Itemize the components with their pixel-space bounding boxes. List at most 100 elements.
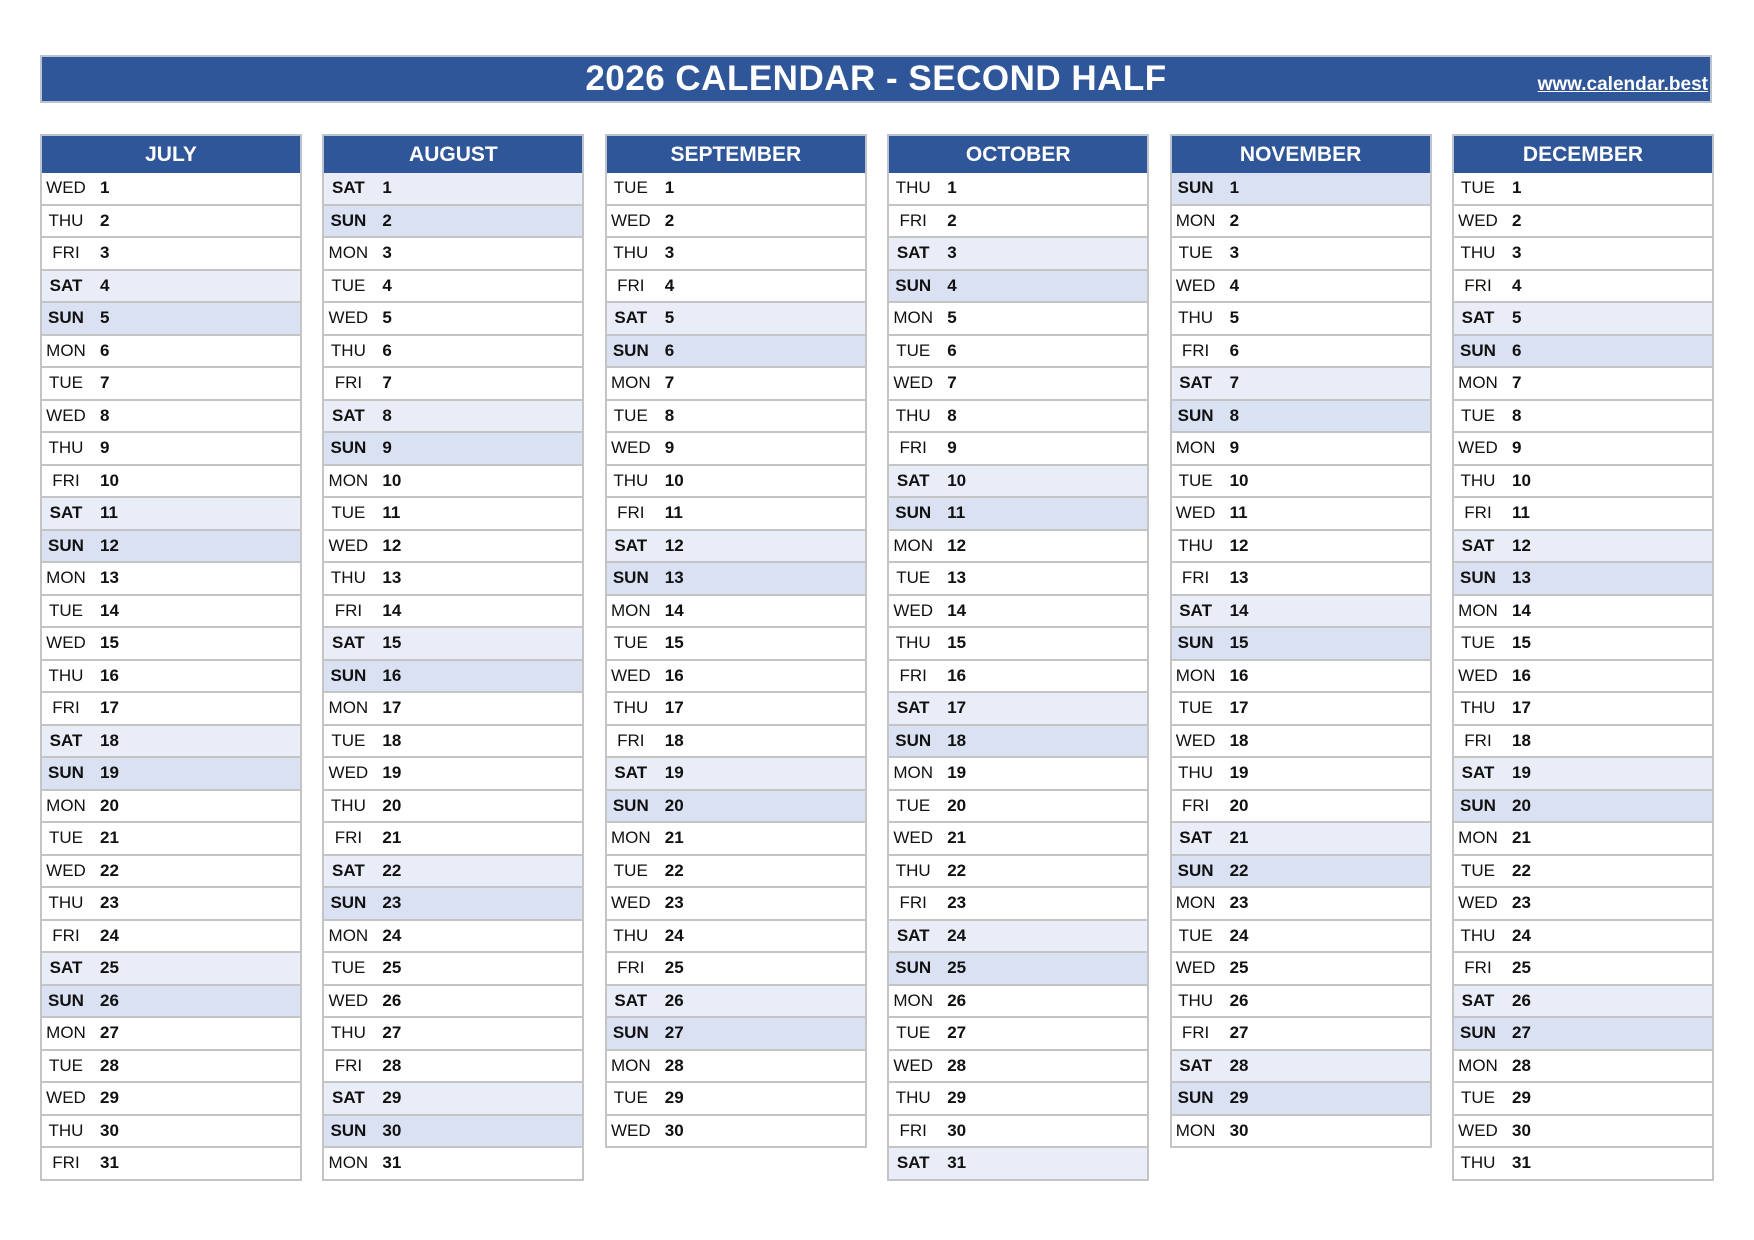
- month-september: SEPTEMBER TUE 1 WED 2 THU 3 FRI 4 SAT 5 SUN 6 MON 7 TUE…: [604, 134, 867, 1148]
- weekday-label: MON: [893, 763, 934, 783]
- day-row: SUN 4: [887, 270, 1150, 303]
- weekday-label: TUE: [49, 1055, 83, 1075]
- weekday-label: FRI: [1464, 730, 1492, 750]
- day-number: 26: [382, 990, 402, 1010]
- weekday-label: WED: [610, 438, 651, 458]
- day-number: 11: [664, 503, 683, 523]
- day-row: THU 16: [40, 660, 302, 693]
- day-number: 8: [947, 405, 957, 425]
- day-number: 10: [947, 470, 967, 490]
- weekday-label: SAT: [1179, 373, 1212, 393]
- day-number: 14: [100, 600, 119, 620]
- weekday-label: WED: [46, 178, 86, 198]
- day-number: 10: [100, 470, 119, 490]
- day-row: THU 23: [40, 888, 302, 921]
- day-row: TUE 14: [40, 595, 302, 628]
- day-number: 27: [1512, 1023, 1531, 1043]
- day-number: 25: [664, 958, 684, 978]
- weekday-label: TUE: [896, 1023, 931, 1043]
- day-row: SUN 16: [322, 660, 585, 693]
- weekday-label: MON: [328, 1153, 369, 1173]
- weekday-label: FRI: [1464, 503, 1492, 523]
- day-number: 12: [100, 535, 119, 555]
- month-header: DECEMBER: [1452, 134, 1714, 173]
- day-row: WED 25: [1169, 953, 1432, 986]
- weekday-label: MON: [46, 1023, 86, 1043]
- weekday-label: THU: [1460, 698, 1496, 718]
- day-number: 16: [382, 665, 402, 685]
- day-row: WED 15: [40, 628, 302, 661]
- day-number: 8: [664, 405, 675, 425]
- day-number: 4: [664, 275, 675, 295]
- weekday-label: FRI: [1181, 1023, 1210, 1043]
- day-row: TUE 22: [1452, 855, 1714, 888]
- day-row: THU 17: [1452, 693, 1714, 726]
- weekday-label: WED: [1175, 503, 1216, 523]
- day-row: SUN 19: [40, 758, 302, 791]
- day-number: 15: [1229, 633, 1249, 653]
- day-number: 30: [1512, 1120, 1531, 1140]
- day-row: THU 17: [604, 693, 867, 726]
- day-row: SAT 18: [40, 725, 302, 758]
- page-title: 2026 CALENDAR - SECOND HALF: [585, 59, 1167, 98]
- weekday-label: SUN: [330, 893, 367, 913]
- day-row: WED 21: [887, 823, 1150, 856]
- day-number: 5: [1512, 308, 1522, 328]
- weekday-label: WED: [1458, 665, 1498, 685]
- day-number: 31: [100, 1153, 119, 1173]
- day-row: WED 9: [1452, 433, 1714, 466]
- day-row: SAT 12: [604, 530, 867, 563]
- day-row: FRI 18: [604, 725, 867, 758]
- day-row: MON 26: [887, 985, 1150, 1018]
- day-row: FRI 17: [40, 693, 302, 726]
- day-row: SUN 30: [322, 1115, 585, 1148]
- day-number: 22: [947, 860, 967, 880]
- weekday-label: FRI: [1464, 275, 1492, 295]
- day-number: 9: [664, 438, 675, 458]
- day-number: 22: [1512, 860, 1531, 880]
- day-number: 2: [1229, 210, 1240, 230]
- day-number: 19: [100, 763, 119, 783]
- day-number: 24: [1229, 925, 1249, 945]
- day-number: 25: [1229, 958, 1249, 978]
- weekday-label: SAT: [49, 503, 83, 523]
- day-number: 5: [100, 308, 110, 328]
- day-row: THU 22: [887, 855, 1150, 888]
- weekday-label: SAT: [614, 535, 648, 555]
- day-row: SUN 13: [604, 563, 867, 596]
- weekday-label: FRI: [899, 893, 927, 913]
- day-number: 14: [382, 600, 402, 620]
- day-row: WED 16: [1452, 660, 1714, 693]
- weekday-label: SAT: [49, 730, 83, 750]
- weekday-label: WED: [46, 633, 86, 653]
- day-row: MON 5: [887, 303, 1150, 336]
- day-row: FRI 6: [1169, 335, 1432, 368]
- day-number: 15: [382, 633, 402, 653]
- day-number: 4: [1229, 275, 1240, 295]
- day-row: WED 23: [604, 888, 867, 921]
- website-link[interactable]: www.calendar.best: [1537, 74, 1708, 95]
- weekday-label: SUN: [895, 958, 932, 978]
- day-number: 21: [1512, 828, 1531, 848]
- day-number: 11: [1512, 503, 1530, 523]
- day-number: 20: [947, 795, 967, 815]
- day-number: 13: [100, 568, 119, 588]
- day-number: 26: [947, 990, 967, 1010]
- month-december: DECEMBER TUE 1 WED 2 THU 3 FRI 4 SAT 5 SUN 6 MON 7 TUE 8…: [1452, 134, 1714, 1181]
- weekday-label: TUE: [49, 828, 83, 848]
- weekday-label: FRI: [899, 665, 927, 685]
- month-august: AUGUST SAT 1 SUN 2 MON 3 TUE 4 WED 5 THU 6 FRI 7 SAT 8 SU…: [322, 134, 585, 1181]
- day-row: WED 9: [604, 433, 867, 466]
- weekday-label: MON: [46, 568, 86, 588]
- day-row: MON 24: [322, 920, 585, 953]
- weekday-label: FRI: [334, 828, 363, 848]
- weekday-label: THU: [613, 698, 649, 718]
- day-row: FRI 11: [604, 498, 867, 531]
- weekday-label: MON: [46, 795, 86, 815]
- day-number: 14: [1229, 600, 1249, 620]
- day-row: SAT 25: [40, 953, 302, 986]
- weekday-label: WED: [610, 210, 651, 230]
- weekday-label: SAT: [332, 178, 365, 198]
- day-row: SUN 8: [1169, 400, 1432, 433]
- day-number: 3: [947, 243, 957, 263]
